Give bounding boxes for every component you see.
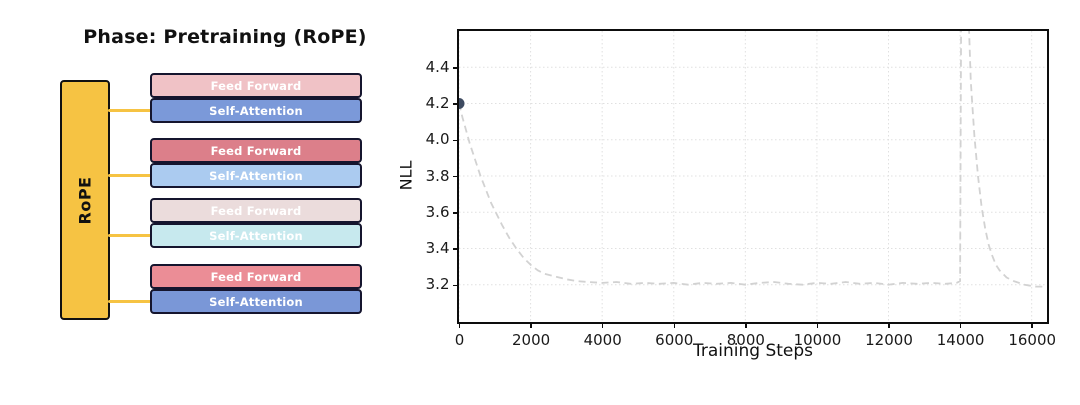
x-tick-label: 14000 xyxy=(936,330,985,349)
y-tick-mark xyxy=(453,248,457,250)
plot-canvas xyxy=(459,31,1046,321)
y-tick-label: 4.2 xyxy=(425,94,450,112)
y-axis-label: NLL xyxy=(396,160,416,191)
self-attention-block-label: Self-Attention xyxy=(209,168,303,183)
x-tick-label: 8000 xyxy=(726,330,765,349)
feed-forward-block-label: Feed Forward xyxy=(210,143,302,158)
connector-line xyxy=(108,299,152,304)
feed-forward-block-label: Feed Forward xyxy=(210,269,302,284)
feed-forward-block: Feed Forward xyxy=(150,138,362,163)
x-tick-mark xyxy=(1031,324,1033,328)
connector-line xyxy=(108,173,152,178)
connector-line xyxy=(108,233,152,238)
diagram-title: Phase: Pretraining (RoPE) xyxy=(83,26,367,48)
x-tick-label: 0 xyxy=(454,330,465,349)
y-tick-mark xyxy=(453,212,457,214)
self-attention-block-label: Self-Attention xyxy=(209,294,303,309)
y-tick-label: 4.0 xyxy=(425,130,450,149)
self-attention-block: Self-Attention xyxy=(150,289,362,314)
connector-line xyxy=(108,108,152,113)
x-tick-label: 12000 xyxy=(865,330,913,349)
x-tick-mark xyxy=(530,324,532,328)
x-tick-label: 16000 xyxy=(1008,330,1057,349)
x-tick-mark xyxy=(458,324,461,328)
self-attention-block-label: Self-Attention xyxy=(209,228,303,243)
y-tick-label: 4.4 xyxy=(425,57,450,76)
self-attention-block-label: Self-Attention xyxy=(209,103,303,118)
y-tick-mark xyxy=(453,175,457,178)
nll-curve xyxy=(459,31,1043,288)
x-tick-label: 2000 xyxy=(511,330,551,349)
y-tick-mark xyxy=(453,284,457,286)
plot-area xyxy=(457,29,1049,324)
y-tick-label: 3.2 xyxy=(425,275,450,294)
feed-forward-block: Feed Forward xyxy=(150,264,362,289)
rope-block: RoPE xyxy=(60,80,110,320)
self-attention-block: Self-Attention xyxy=(150,98,362,123)
feed-forward-block: Feed Forward xyxy=(150,73,362,98)
rope-label: RoPE xyxy=(75,176,95,224)
feed-forward-block: Feed Forward xyxy=(150,198,362,223)
x-tick-label: 10000 xyxy=(793,330,842,349)
feed-forward-block-label: Feed Forward xyxy=(210,203,302,218)
x-tick-mark xyxy=(745,324,747,328)
x-tick-mark xyxy=(888,324,890,328)
self-attention-block: Self-Attention xyxy=(150,223,362,248)
x-tick-label: 6000 xyxy=(655,330,694,349)
start-point-marker xyxy=(459,98,465,109)
feed-forward-block-label: Feed Forward xyxy=(210,78,302,93)
y-tick-label: 3.6 xyxy=(425,202,450,221)
y-tick-mark xyxy=(453,103,457,105)
x-tick-mark xyxy=(601,324,604,328)
y-tick-label: 3.8 xyxy=(425,166,450,185)
y-tick-mark xyxy=(453,67,457,69)
x-tick-mark xyxy=(673,324,675,328)
y-tick-label: 3.4 xyxy=(425,239,450,257)
y-tick-mark xyxy=(453,139,457,141)
x-tick-label: 4000 xyxy=(583,330,622,349)
self-attention-block: Self-Attention xyxy=(150,163,362,188)
x-tick-mark xyxy=(959,324,962,328)
x-tick-mark xyxy=(816,324,819,328)
x-axis-label: Training Steps xyxy=(692,341,814,361)
